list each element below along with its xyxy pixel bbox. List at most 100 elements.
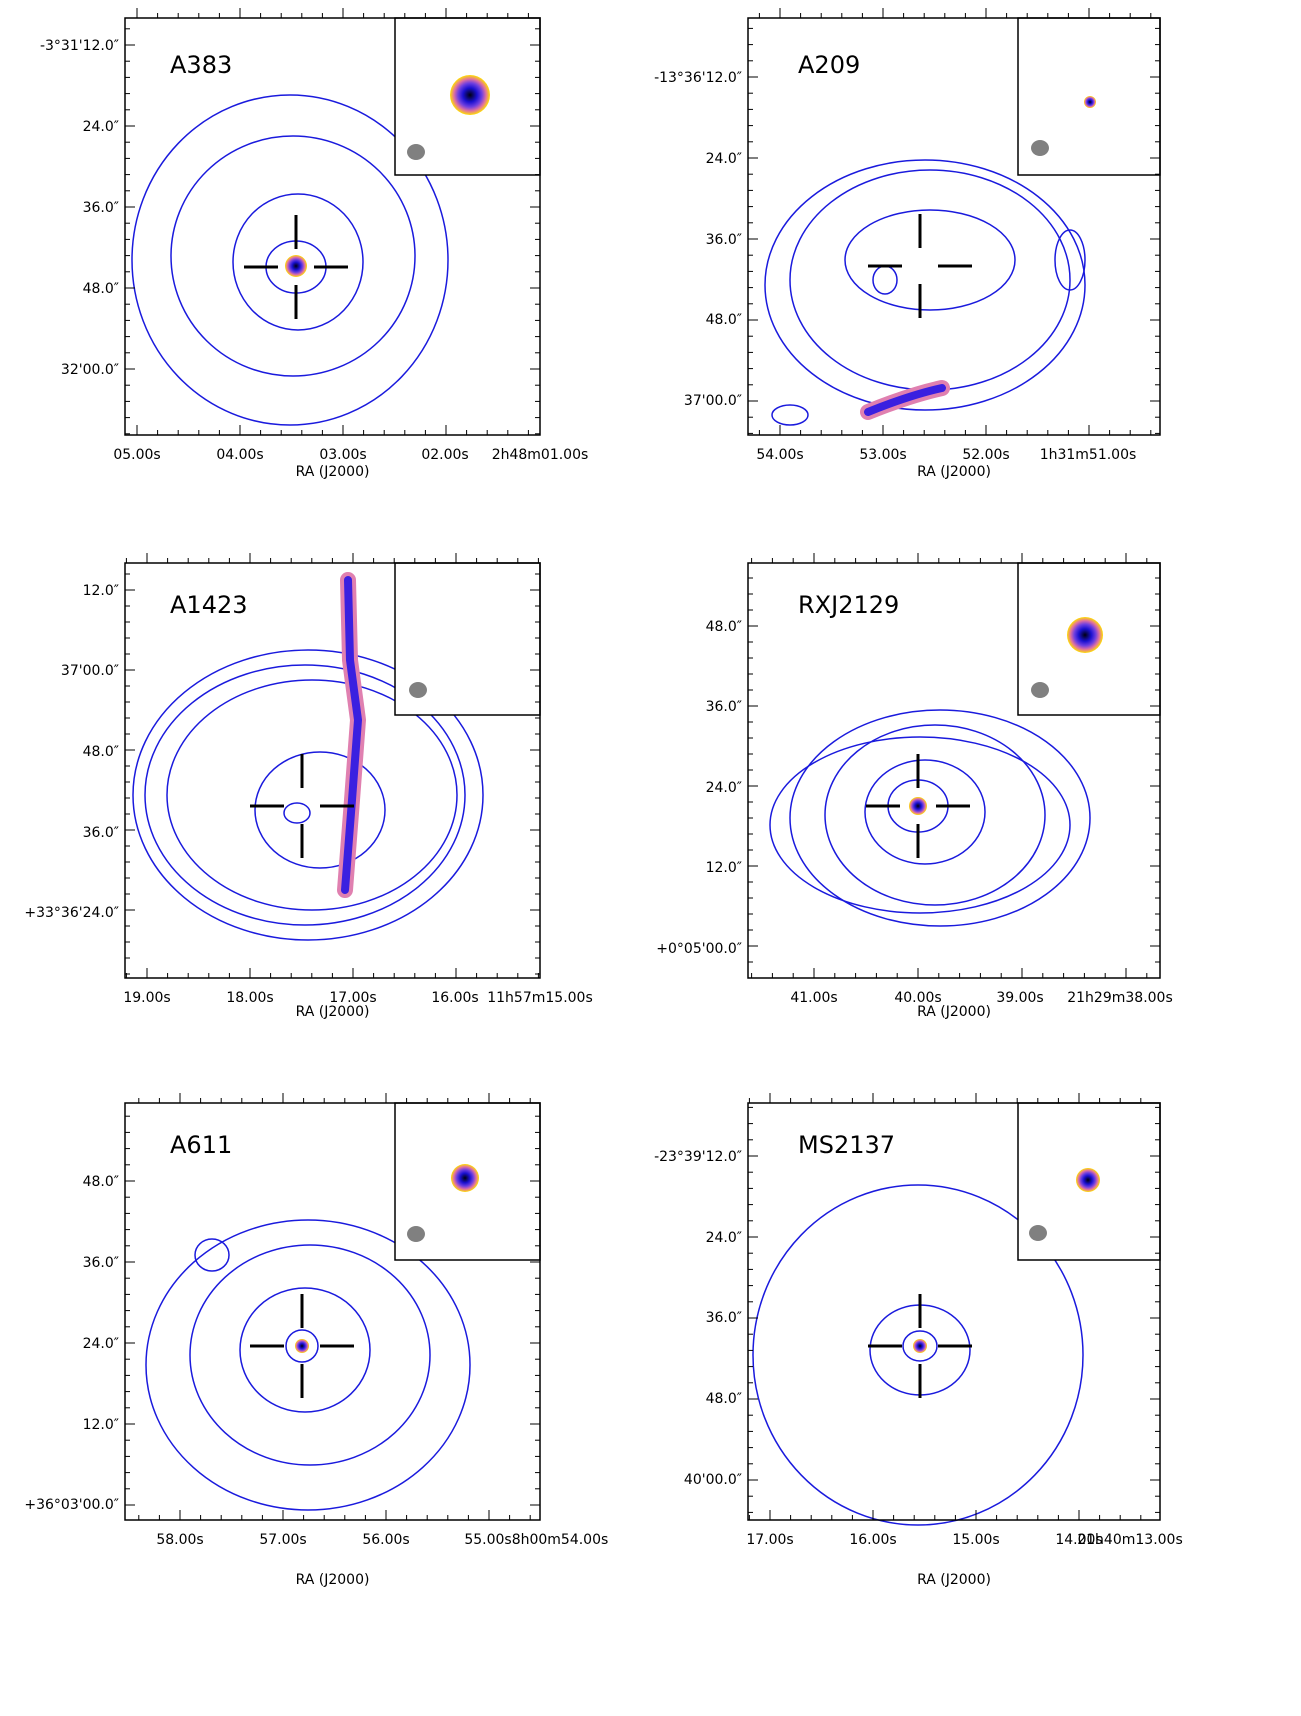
x-tick-label: 18.00s [226,990,273,1006]
x-axis-label: RA (J2000) [917,1572,991,1588]
y-tick-label: 48.0″ [83,281,119,297]
y-tick-label: 48.0″ [706,312,742,328]
y-tick-label: 24.0″ [706,1230,742,1246]
contour [769,736,1071,914]
frame [747,17,1161,436]
y-tick-label: 37'00.0″ [61,663,119,679]
y-tick-label: 36.0″ [706,232,742,248]
x-axis-label: RA (J2000) [917,1004,991,1020]
y-tick-label: 48.0″ [83,1174,119,1190]
x-tick-label: 1h31m51.00s [1040,447,1137,463]
y-tick-label: 36.0″ [83,1255,119,1271]
panel: A611 48.0″ 36.0″ 24.0″ 12.0″ +36°03'00.0″ 58.0… [24,1093,608,1588]
blob [285,255,307,277]
x-tick-label: 39.00s [996,990,1043,1006]
panel: A209 -13°36'12.0″ 24.0″ 36.0″ 48.0″ 37'00.0″ 5… [654,8,1161,480]
inset-source [1076,1168,1100,1192]
beam [1031,682,1049,698]
x-tick-label: 58.00s [156,1532,203,1548]
x-tick-label: 05.00s [113,447,160,463]
x-tick-label: 16.00s [849,1532,896,1548]
x-tick-label: 21h29m38.00s [1067,990,1173,1006]
x-tick-label: 16.00s [431,990,478,1006]
y-tick-label: 12.0″ [706,860,742,876]
y-tick-label: 32'00.0″ [61,362,119,378]
contour [239,1287,371,1413]
beam [409,682,427,698]
contour [170,135,416,377]
contour [145,1219,471,1511]
panel: RXJ2129 48.0″ 36.0″ 24.0″ 12.0″ +0°05'00.0″ 41… [656,553,1173,1020]
inset-source [1067,617,1103,653]
panel-name: MS2137 [798,1131,895,1159]
contour [789,709,1091,927]
contour [764,159,1086,411]
contour [194,1238,230,1272]
y-tick-label: 12.0″ [83,1417,119,1433]
y-tick-label: 24.0″ [83,119,119,135]
x-tick-label: 21h40m13.00s [1077,1532,1183,1548]
arc-core [341,576,363,894]
inset-source [450,75,490,115]
panel-name: RXJ2129 [798,591,899,619]
x-axis-label: RA (J2000) [296,1572,370,1588]
contour [144,664,466,926]
panel: MS2137 -23°39'12.0″ 24.0″ 36.0″ 48.0″ 40'00.0… [654,1093,1183,1588]
x-tick-label: 11h57m15.00s [487,990,593,1006]
contour [285,1329,319,1363]
contour [902,1330,938,1362]
x-tick-label: 56.00s [362,1532,409,1548]
frame [124,1102,541,1521]
panel-name: A383 [170,51,232,79]
y-tick-label: +0°05'00.0″ [656,941,742,957]
panel-name: A1423 [170,591,248,619]
y-tick-label: 36.0″ [83,200,119,216]
panel: A383 -3°31'12.0″ 24.0″ 36.0″ 48.0″ 32'00.0″ 05… [40,8,588,480]
y-tick-label: -3°31'12.0″ [40,38,119,54]
x-tick-label: 14.00s [1055,1532,1102,1548]
contour [232,193,364,331]
x-tick-label: 17.00s [746,1532,793,1548]
contour [844,209,1016,311]
y-tick-label: +33°36'24.0″ [24,905,119,921]
x-tick-label: 17.00s [329,990,376,1006]
x-axis-label: RA (J2000) [917,464,991,480]
x-tick-label: 55.00s [464,1532,511,1548]
y-tick-label: -23°39'12.0″ [654,1149,742,1165]
x-tick-label: 52.00s [962,447,1009,463]
y-tick-label: 36.0″ [83,825,119,841]
contour [1054,229,1086,291]
x-tick-label: 40.00s [894,990,941,1006]
contour [872,265,898,295]
y-tick-label: 37'00.0″ [684,393,742,409]
contour [864,759,986,865]
x-tick-label: 57.00s [259,1532,306,1548]
contour [189,1244,431,1466]
x-tick-label: 8h00m54.00s [512,1532,609,1548]
x-tick-label: 53.00s [859,447,906,463]
beam [407,1226,425,1242]
panel-name: A611 [170,1131,232,1159]
beam [407,144,425,160]
y-tick-label: 36.0″ [706,1310,742,1326]
frame [747,1102,1161,1521]
x-tick-label: 02.00s [421,447,468,463]
x-tick-label: 54.00s [756,447,803,463]
x-tick-label: 15.00s [952,1532,999,1548]
blob [295,1339,309,1353]
x-axis-label: RA (J2000) [296,1004,370,1020]
y-tick-label: 40'00.0″ [684,1472,742,1488]
y-tick-label: 24.0″ [706,151,742,167]
y-tick-label: -13°36'12.0″ [654,70,742,86]
panel: A1423 12.0″ 37'00.0″ 48.0″ 36.0″ +33°36'24.0″… [24,553,593,1020]
contour [132,649,484,941]
x-tick-label: 03.00s [319,447,366,463]
contour [771,404,809,426]
x-tick-label: 2h48m01.00s [492,447,589,463]
beam [1029,1225,1047,1241]
y-tick-label: 36.0″ [706,699,742,715]
y-tick-label: 12.0″ [83,583,119,599]
frame [124,17,541,436]
x-tick-label: 04.00s [216,447,263,463]
